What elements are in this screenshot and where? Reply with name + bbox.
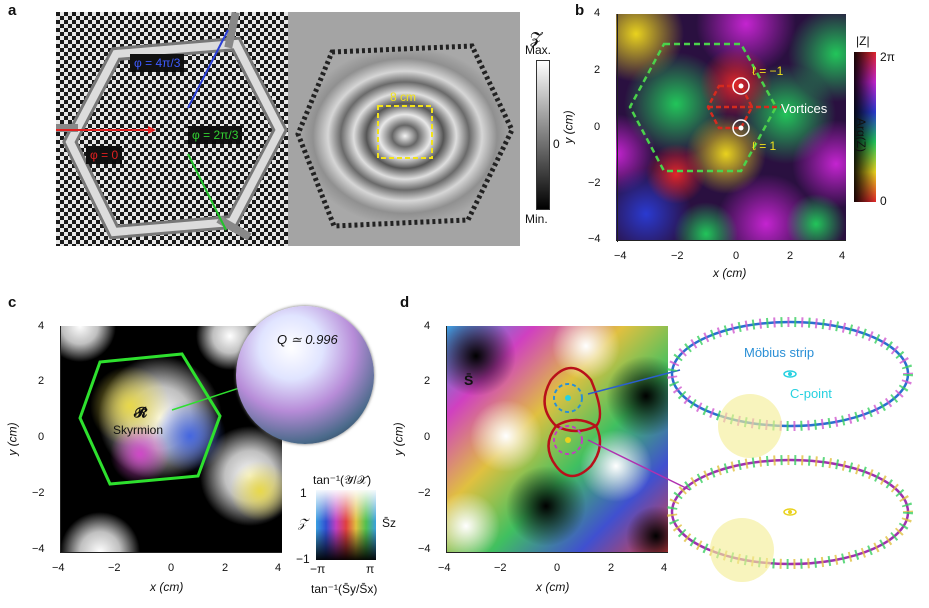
panel-d-y-axis	[438, 326, 447, 552]
panel-b-y-axis	[609, 14, 618, 242]
panel-b-xtick: −4	[614, 250, 627, 262]
panel-c-xtick: 0	[168, 562, 175, 574]
panel-d-xtick: −4	[438, 562, 451, 574]
panel-c-x-axis	[60, 552, 282, 559]
panel-b-ytick: −2	[588, 177, 601, 189]
sphere-q-label: Q ≃ 0.996	[277, 332, 338, 347]
panel-b-ytick: −4	[588, 233, 601, 245]
panel-c-y-axis	[52, 326, 61, 552]
panel-c-ytick: −4	[32, 543, 45, 555]
panel-b-colorbar-side-label: Arg(Z)	[854, 118, 868, 152]
legend-color-square	[316, 490, 376, 560]
annotation-l-minus: ℓ = −1	[752, 64, 784, 78]
colorbar-max: Max.	[525, 43, 552, 57]
legend-y-bottom: −1	[296, 552, 310, 566]
skyrmion-label: Skyrmion	[113, 423, 164, 437]
panel-d-ytick: −4	[418, 543, 431, 555]
panel-b-x-axis	[616, 240, 846, 247]
skyrmion-sphere	[236, 306, 374, 444]
panel-a-field-image	[288, 12, 520, 246]
panel-b-letter: b	[575, 2, 585, 19]
panel-c-skyrmion-map	[60, 326, 282, 552]
panel-d-ytick: −2	[418, 487, 431, 499]
panel-c-ytick: −2	[32, 487, 45, 499]
panel-c-ylabel: y (cm)	[5, 422, 20, 456]
panel-c-ytick: 4	[38, 320, 45, 332]
phase-label-0: φ = 0	[86, 146, 123, 164]
panel-c-ytick: 2	[38, 375, 45, 387]
legend-left-label: 𝒵̄	[298, 516, 308, 530]
legend-bottom-title: tan⁻¹(S̄y/S̄x)	[311, 582, 378, 596]
mobius-label: Möbius strip	[744, 345, 815, 360]
panel-a-colorbar	[536, 60, 550, 210]
panel-a-letter: a	[8, 2, 17, 19]
panel-b-xtick: 4	[839, 250, 846, 262]
panel-c-letter: c	[8, 294, 17, 311]
panel-b-ytick: 0	[594, 121, 601, 133]
skyrmion-symbol: 𝓡̄	[134, 404, 148, 420]
panel-d-xlabel: x (cm)	[536, 580, 570, 594]
panel-d-xtick: 0	[554, 562, 561, 574]
panel-b-colorbar-top-value: 2π	[880, 50, 895, 64]
panel-d-xtick: 2	[608, 562, 615, 574]
polarization-rings	[580, 300, 925, 600]
panel-a-colorbar-symbol: 𝓩	[530, 30, 542, 47]
panel-c-ytick: 0	[38, 431, 45, 443]
legend-top-title: tan⁻¹(𝒴̄/𝒳̄)	[313, 473, 372, 487]
panel-d-ytick: 4	[424, 320, 431, 332]
panel-b-colorbar-top-label: |Z|	[856, 34, 870, 48]
panel-a-photo	[56, 12, 288, 246]
scale-label: 8 cm	[390, 90, 417, 104]
panel-c-xtick: 2	[222, 562, 229, 574]
annotation-vortices: Vortices	[781, 101, 828, 116]
colorbar-min: Min.	[525, 212, 548, 226]
field-label: S̄	[464, 372, 474, 388]
panel-b-xtick: 2	[787, 250, 794, 262]
panel-c-xlabel: x (cm)	[150, 580, 184, 594]
panel-d-stokes-map	[446, 326, 668, 552]
legend-right-label: S̄z	[382, 516, 397, 530]
legend-x-left: −π	[310, 562, 326, 576]
panel-b-xtick: −2	[671, 250, 684, 262]
panel-d-ytick: 2	[424, 375, 431, 387]
panel-d-ytick: 0	[424, 431, 431, 443]
colorbar-zero: 0	[553, 137, 560, 151]
panel-d-letter: d	[400, 294, 410, 311]
cpoint-label: C-point	[790, 386, 832, 401]
panel-c-xtick: −4	[52, 562, 65, 574]
panel-d-xtick: −2	[494, 562, 507, 574]
panel-b-ytick: 4	[594, 7, 601, 19]
annotation-l-plus: ℓ = 1	[752, 139, 777, 153]
panel-b-ytick: 2	[594, 64, 601, 76]
panel-d-xtick: 4	[661, 562, 668, 574]
panel-b-colorbar-bottom-value: 0	[880, 194, 887, 208]
phase-label-4pi3: φ = 4π/3	[130, 54, 185, 72]
legend-y-top: 1	[300, 486, 307, 500]
phase-label-2pi3: φ = 2π/3	[188, 126, 243, 144]
panel-b-ylabel: y (cm)	[561, 110, 576, 144]
panel-d-x-axis	[446, 552, 668, 559]
panel-d-ylabel: y (cm)	[391, 422, 406, 456]
panel-b-xtick: 0	[733, 250, 740, 262]
panel-b-phase-map	[616, 14, 846, 240]
panel-b-xlabel: x (cm)	[713, 266, 747, 280]
panel-c-xtick: 4	[275, 562, 282, 574]
panel-b-colorbar-shade	[854, 52, 876, 202]
panel-c-xtick: −2	[108, 562, 121, 574]
legend-x-right: π	[366, 562, 375, 576]
